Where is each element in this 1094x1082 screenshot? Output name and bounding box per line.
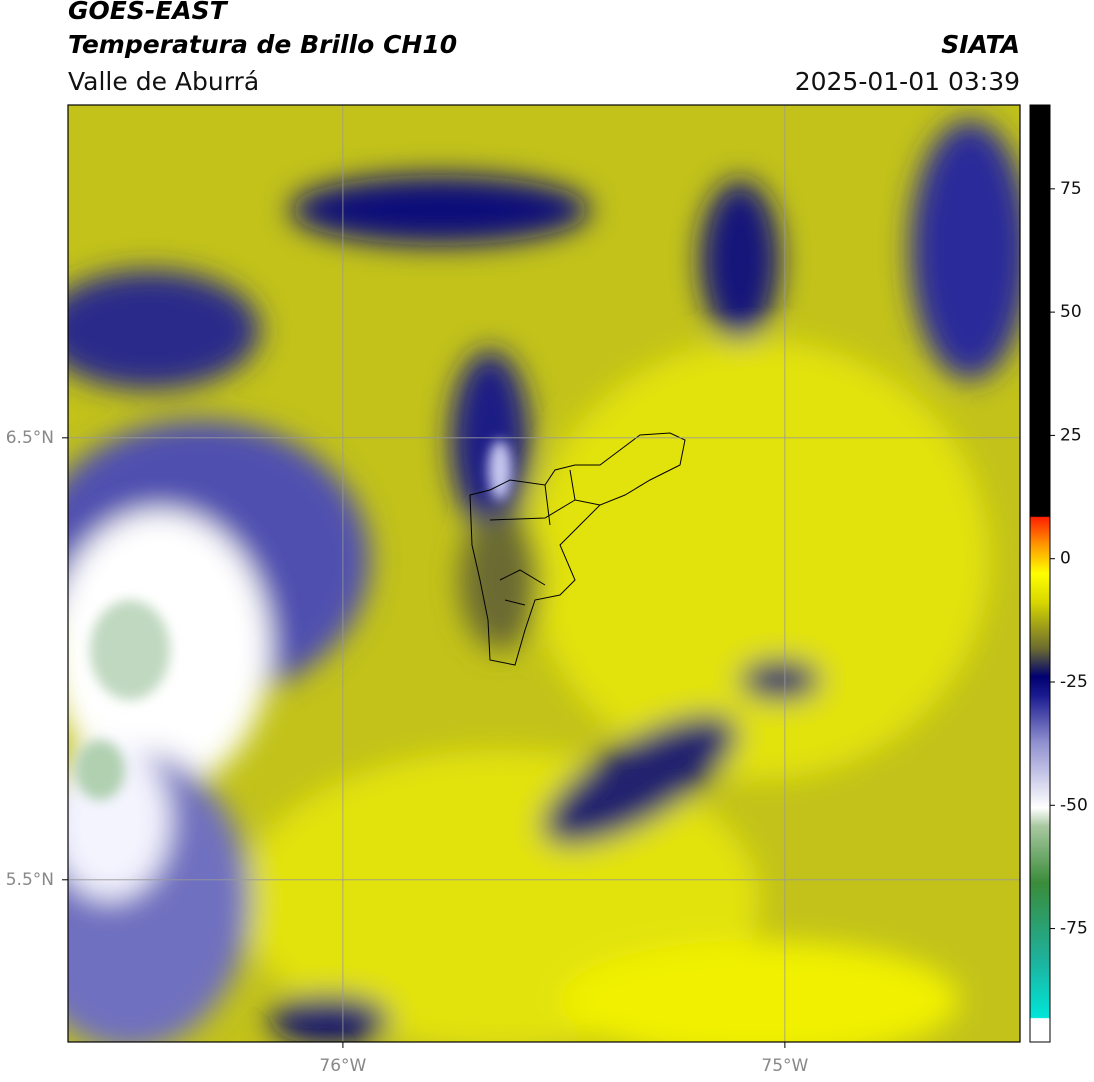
- colorbar-tick-label: 0: [1060, 549, 1071, 569]
- colorbar-tick-label: -75: [1060, 919, 1088, 939]
- map-frame: [67, 104, 1021, 1043]
- y-tick-label: 5.5°N: [6, 870, 54, 890]
- colorbar-tick-label: -25: [1060, 672, 1088, 692]
- cloud-detail: [75, 440, 512, 800]
- graticule: [68, 105, 1020, 1042]
- colorbar: [1029, 104, 1051, 1043]
- x-tick-label: 75°W: [761, 1056, 808, 1076]
- x-tick-label: 76°W: [319, 1056, 366, 1076]
- colorbar-tick-label: 75: [1060, 179, 1082, 199]
- title: GOES-EAST: [68, 0, 229, 25]
- y-tick-label: 6.5°N: [6, 428, 54, 448]
- source: SIATA: [941, 30, 1020, 59]
- datetime: 2025-01-01 03:39: [795, 67, 1020, 96]
- valley-boundaries: [469, 432, 686, 666]
- colorbar-tick-label: 25: [1060, 425, 1082, 445]
- cloud-field: [68, 120, 1020, 1042]
- subtitle: Temperatura de Brillo CH10: [68, 30, 457, 59]
- region: Valle de Aburrá: [68, 67, 259, 96]
- colorbar-tick-label: 50: [1060, 302, 1082, 322]
- colorbar-tick-label: -50: [1060, 795, 1088, 815]
- map-field: [68, 105, 1020, 1042]
